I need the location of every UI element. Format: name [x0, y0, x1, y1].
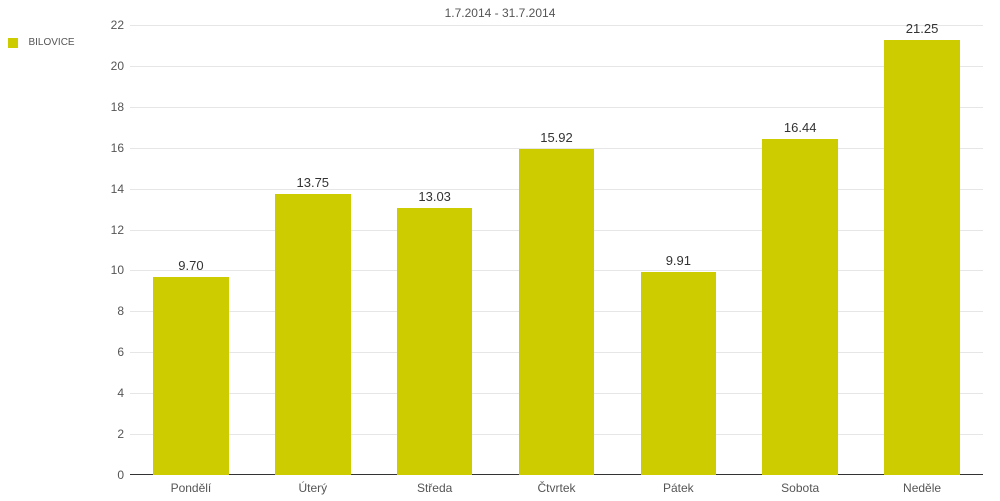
bar-value-label: 21.25	[906, 21, 939, 36]
x-tick-label: Sobota	[781, 481, 819, 495]
y-tick-label: 2	[96, 427, 124, 441]
bar	[884, 40, 960, 475]
bar	[641, 272, 717, 475]
bar	[153, 277, 229, 475]
chart-title: 1.7.2014 - 31.7.2014	[0, 6, 1000, 20]
x-tick-label: Čtvrtek	[537, 481, 575, 495]
x-tick-label: Pátek	[663, 481, 694, 495]
x-tick-label: Pondělí	[171, 481, 212, 495]
legend-swatch	[8, 38, 18, 48]
bar	[519, 149, 595, 475]
y-tick-label: 22	[96, 18, 124, 32]
y-tick-label: 6	[96, 345, 124, 359]
bar-value-label: 13.03	[418, 189, 451, 204]
x-tick-label: Úterý	[298, 481, 327, 495]
bar-value-label: 13.75	[297, 175, 330, 190]
y-tick-label: 14	[96, 182, 124, 196]
bar	[397, 208, 473, 475]
y-tick-label: 20	[96, 59, 124, 73]
legend-label: BILOVICE	[28, 37, 74, 48]
bar-value-label: 9.70	[178, 258, 203, 273]
plot-area: 02468101214161820229.70Pondělí13.75Úterý…	[130, 25, 983, 475]
y-tick-label: 16	[96, 141, 124, 155]
gridline	[130, 25, 983, 26]
x-tick-label: Neděle	[903, 481, 941, 495]
gridline	[130, 107, 983, 108]
bar-value-label: 15.92	[540, 130, 573, 145]
chart-root: 1.7.2014 - 31.7.2014 BILOVICE 0246810121…	[0, 0, 1000, 501]
y-tick-label: 18	[96, 100, 124, 114]
bar-value-label: 16.44	[784, 120, 817, 135]
y-tick-label: 0	[96, 468, 124, 482]
bar	[275, 194, 351, 475]
y-tick-label: 12	[96, 223, 124, 237]
y-tick-label: 8	[96, 304, 124, 318]
bar-value-label: 9.91	[666, 253, 691, 268]
x-tick-label: Středa	[417, 481, 452, 495]
bar	[762, 139, 838, 475]
y-tick-label: 10	[96, 263, 124, 277]
gridline	[130, 66, 983, 67]
y-tick-label: 4	[96, 386, 124, 400]
legend: BILOVICE	[8, 34, 75, 52]
